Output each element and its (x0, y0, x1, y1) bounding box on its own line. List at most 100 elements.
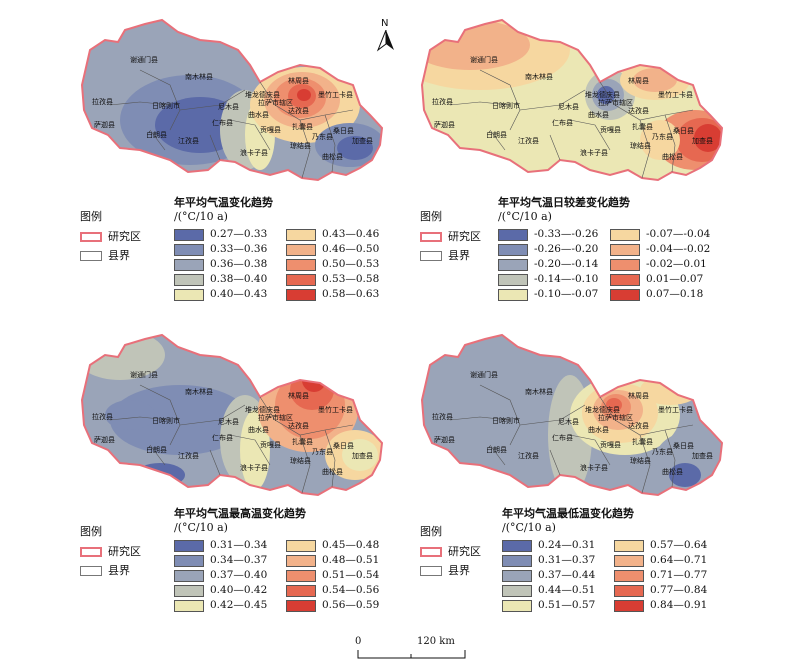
county-label: 拉孜县 (432, 413, 453, 421)
county-label: 墨竹工卡县 (658, 406, 693, 414)
legend-class-swatch (614, 570, 644, 582)
legend-class-swatch (610, 274, 640, 286)
county-label: 谢通门县 (130, 371, 158, 379)
county-label: 仁布县 (212, 119, 233, 127)
county-label: 曲松县 (662, 468, 683, 476)
legend-class-label: 0.48—0.51 (322, 554, 380, 566)
county-label: 南木林县 (185, 73, 213, 81)
legend-class-row: 0.53—0.58 (286, 273, 396, 287)
county-label: 贡嘎县 (260, 126, 281, 134)
legend-class-label: 0.31—0.34 (210, 539, 268, 551)
county-label: 加查县 (352, 452, 373, 460)
legend-classes: 0.24—0.31 0.31—0.37 0.37—0.44 0.44—0.51 0.51… (502, 539, 742, 619)
legend-class-label: 0.27—0.33 (210, 228, 268, 240)
county-label: 扎囊县 (292, 438, 313, 446)
county-boundary-symbol (420, 566, 442, 576)
county-label: 日喀则市 (492, 102, 520, 110)
legend-heading: 图例 (80, 525, 102, 538)
county-label: 浪卡子县 (240, 149, 268, 157)
county-label: 南木林县 (525, 73, 553, 81)
county-label: 乃东县 (652, 133, 673, 141)
legend-class-row: -0.26—-0.20 (498, 243, 608, 257)
legend-class-swatch (174, 570, 204, 582)
legend-class-label: 0.42—0.45 (210, 599, 268, 611)
legend-class-row: -0.14—-0.10 (498, 273, 608, 287)
county-label: 加查县 (692, 452, 713, 460)
county-label: 乃东县 (312, 448, 333, 456)
legend-class-row: 0.51—0.54 (286, 569, 396, 583)
legend-class-swatch (174, 274, 204, 286)
legend-class-row: 0.37—0.40 (174, 569, 284, 583)
legend-title: 年平均气温日较差变化趋势 (498, 196, 630, 209)
county-label: 林周县 (288, 77, 309, 85)
legend-class-swatch (614, 600, 644, 612)
legend-class-swatch (286, 585, 316, 597)
county-label: 江孜县 (518, 452, 539, 460)
county-label: 拉孜县 (432, 98, 453, 106)
county-label: 浪卡子县 (580, 464, 608, 472)
legend-class-row: 0.50—0.53 (286, 258, 396, 272)
county-label: 白朗县 (146, 131, 167, 139)
north-arrow-icon (376, 30, 394, 52)
legend-class-swatch (614, 540, 644, 552)
legend-class-swatch (498, 244, 528, 256)
legend-class-row: -0.07—-0.04 (610, 228, 720, 242)
legend-class-row: 0.64—0.71 (614, 554, 724, 568)
legend-class-row: 0.40—0.43 (174, 288, 284, 302)
legend-class-label: 0.36—0.38 (210, 258, 268, 270)
county-boundary-label: 县界 (448, 564, 470, 577)
county-label: 堆龙德庆县 (245, 91, 280, 99)
county-label: 琼结县 (630, 142, 651, 150)
legend-class-label: 0.57—0.64 (650, 539, 708, 551)
county-label: 江孜县 (518, 137, 539, 145)
legend-heading: 图例 (80, 210, 102, 223)
county-label: 曲水县 (248, 111, 269, 119)
county-label: 曲松县 (662, 153, 683, 161)
county-label: 贡嘎县 (260, 441, 281, 449)
legend-unit: /(°C/10 a) (502, 521, 556, 534)
legend-unit: /(°C/10 a) (174, 210, 228, 223)
county-label: 江孜县 (178, 452, 199, 460)
legend-class-row: 0.42—0.45 (174, 599, 284, 613)
county-label: 日喀则市 (492, 417, 520, 425)
legend-class-swatch (174, 585, 204, 597)
legend-class-swatch (498, 289, 528, 301)
legend-class-swatch (174, 229, 204, 241)
legend-class-label: -0.10—-0.07 (534, 288, 599, 300)
north-label: N (381, 18, 389, 29)
legend-title: 年平均气温最高温变化趋势 (174, 507, 306, 520)
county-boundary-label: 县界 (108, 564, 130, 577)
legend-class-swatch (286, 540, 316, 552)
county-label: 堆龙德庆县 (585, 91, 620, 99)
legend-class-row: 0.58—0.63 (286, 288, 396, 302)
panel-mean-temp: 谢通门县 南木林县 拉孜县 日喀则市 尼木县 萨迦县 仁布县 白朗县 江孜县 堆… (70, 10, 400, 310)
legend-class-row: 0.34—0.37 (174, 554, 284, 568)
county-label: 日喀则市 (152, 417, 180, 425)
legend-class-label: 0.01—0.07 (646, 273, 704, 285)
legend-class-row: 0.40—0.42 (174, 584, 284, 598)
legend-class-label: 0.58—0.63 (322, 288, 380, 300)
legend-class-label: 0.37—0.44 (538, 569, 596, 581)
map-min-temp (420, 333, 724, 497)
legend-class-row: 0.31—0.34 (174, 539, 284, 553)
legend-class-label: -0.20—-0.14 (534, 258, 599, 270)
legend-class-swatch (502, 555, 532, 567)
county-label: 琼结县 (630, 457, 651, 465)
legend-class-label: 0.77—0.84 (650, 584, 708, 596)
legend-class-swatch (286, 570, 316, 582)
legend-class-row: 0.51—0.57 (502, 599, 612, 613)
legend-class-label: -0.07—-0.04 (646, 228, 711, 240)
legend-class-row: 0.24—0.31 (502, 539, 612, 553)
county-label: 日喀则市 (152, 102, 180, 110)
county-label: 曲松县 (322, 153, 343, 161)
legend-class-swatch (502, 600, 532, 612)
legend-class-swatch (286, 289, 316, 301)
county-label: 堆龙德庆县 (245, 406, 280, 414)
legend-class-swatch (502, 540, 532, 552)
legend-class-row: 0.07—0.18 (610, 288, 720, 302)
county-label: 堆龙德庆县 (585, 406, 620, 414)
county-label: 萨迦县 (94, 436, 115, 444)
county-label: 林周县 (288, 392, 309, 400)
county-label: 桑日县 (673, 127, 694, 135)
map-diurnal-range (420, 18, 724, 182)
